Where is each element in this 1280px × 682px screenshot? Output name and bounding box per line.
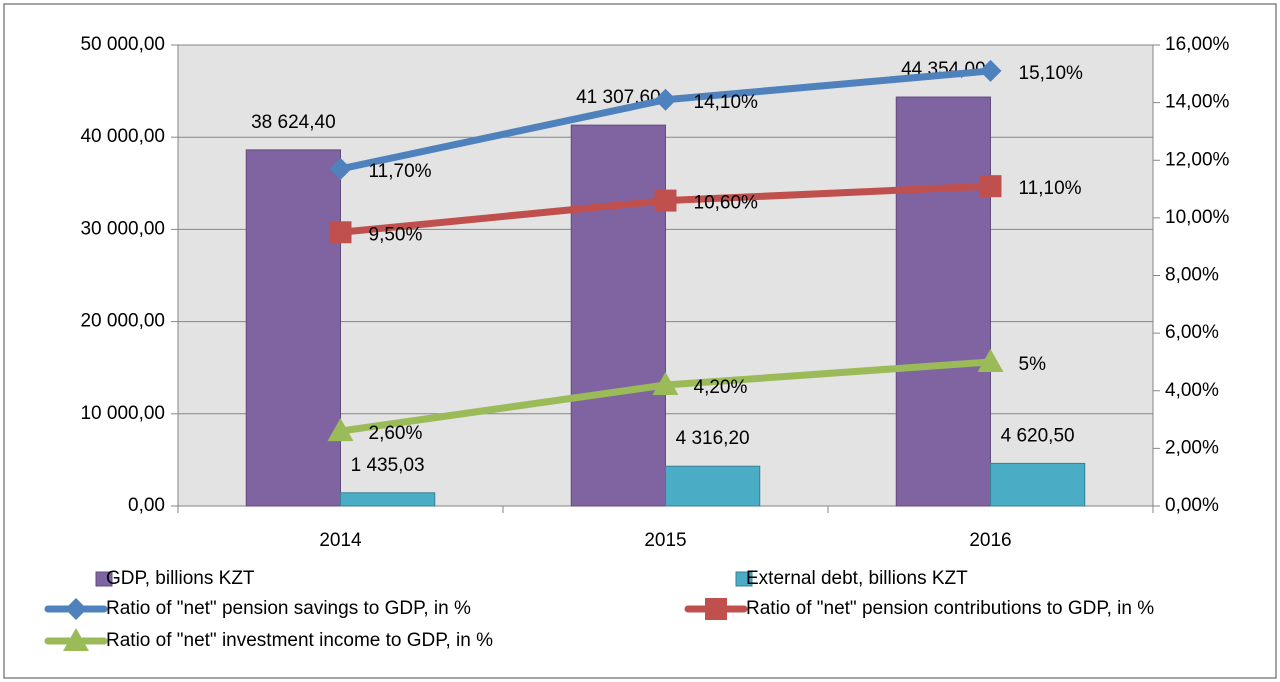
y-tick-label: 10 000,00 — [80, 403, 165, 424]
bar — [665, 465, 761, 507]
data-label: 1 435,03 — [351, 455, 425, 476]
y-tick-label: 20 000,00 — [80, 311, 165, 332]
marker — [654, 88, 677, 111]
bar — [895, 96, 991, 507]
y2-tick-label: 14,00% — [1165, 92, 1230, 113]
legend-label: Ratio of "net" pension contributions to … — [746, 598, 1154, 619]
data-label: 10,60% — [694, 193, 759, 214]
data-label: 4 620,50 — [1001, 425, 1075, 446]
x-tick-label: 2015 — [644, 530, 686, 551]
marker — [329, 157, 352, 180]
y2-tick-label: 4,00% — [1165, 380, 1219, 401]
marker — [654, 189, 677, 212]
marker — [979, 175, 1002, 198]
legend-label: External debt, billions KZT — [746, 568, 968, 589]
legend-swatch — [735, 571, 753, 587]
bar — [245, 149, 341, 507]
data-label: 2,60% — [369, 423, 423, 444]
marker — [63, 628, 89, 651]
data-label: 5% — [1019, 354, 1047, 375]
y2-tick-label: 6,00% — [1165, 322, 1219, 343]
data-label: 9,50% — [369, 224, 423, 245]
bar — [340, 492, 436, 507]
legend-label: GDP, billions KZT — [106, 568, 255, 589]
x-tick-label: 2016 — [969, 530, 1011, 551]
marker — [65, 598, 87, 620]
marker — [977, 348, 1004, 372]
marker — [327, 418, 354, 442]
y-tick-label: 30 000,00 — [80, 218, 165, 239]
data-label: 11,10% — [1019, 178, 1082, 199]
data-label: 15,10% — [1019, 63, 1084, 84]
y-tick-label: 40 000,00 — [80, 126, 165, 147]
data-label: 38 624,40 — [251, 112, 336, 133]
marker — [329, 221, 352, 244]
y2-tick-label: 2,00% — [1165, 437, 1219, 458]
y-tick-label: 0,00 — [128, 495, 165, 516]
legend-label: Ratio of "net" pension savings to GDP, i… — [106, 598, 471, 619]
y2-tick-label: 12,00% — [1165, 149, 1230, 170]
y2-tick-label: 10,00% — [1165, 207, 1230, 228]
data-label: 14,10% — [694, 92, 759, 113]
bar — [990, 462, 1086, 507]
data-label: 4,20% — [694, 377, 748, 398]
x-tick-label: 2014 — [319, 530, 362, 551]
data-label: 11,70% — [369, 161, 432, 182]
marker — [705, 598, 727, 620]
marker — [652, 371, 679, 395]
legend-swatch — [95, 571, 113, 587]
y-tick-label: 50 000,00 — [80, 34, 165, 55]
data-label: 4 316,20 — [676, 428, 750, 449]
y2-tick-label: 0,00% — [1165, 495, 1219, 516]
y2-tick-label: 16,00% — [1165, 34, 1230, 55]
bar — [570, 124, 666, 507]
legend-label: Ratio of "net" investment income to GDP,… — [106, 630, 493, 651]
marker — [979, 59, 1002, 82]
y2-tick-label: 8,00% — [1165, 265, 1219, 286]
